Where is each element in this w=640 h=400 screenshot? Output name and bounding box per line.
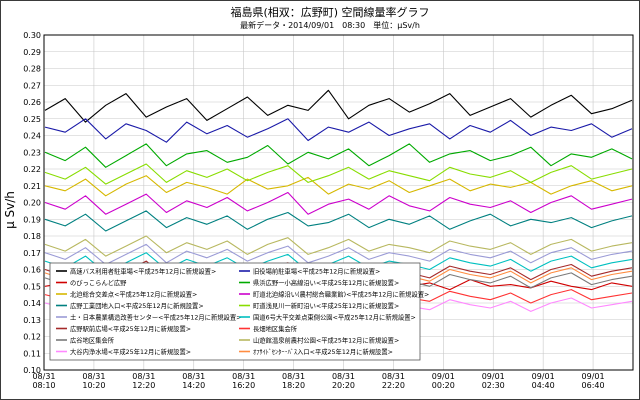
y-tick-label: 0.14 — [23, 299, 41, 308]
y-tick-label: 0.19 — [23, 215, 41, 224]
chart-title: 福島県(相双：広野町) 空間線量率グラフ — [230, 5, 429, 19]
series-line-8 — [44, 163, 633, 185]
y-tick-label: 0.15 — [23, 282, 41, 291]
y-tick-label: 0.16 — [23, 266, 41, 275]
y-tick-label: 0.30 — [23, 31, 41, 40]
y-tick-label: 0.11 — [23, 349, 41, 358]
legend-label: 広野駅前広場<平成25年12月に新規設置> — [70, 324, 191, 333]
x-tick-time: 12:20 — [132, 381, 155, 390]
x-tick-date: 09/01 — [582, 372, 605, 381]
x-tick-time: 16:20 — [232, 381, 255, 390]
legend-label: のびっこらんど広野 — [70, 278, 127, 287]
x-tick-labels: 08/3108:1008/3110:2008/3112:2008/3114:20… — [32, 372, 604, 390]
legend-label: 国道6号大平交差点東側公園<平成25年12月に新規設置> — [253, 312, 416, 321]
series-line-5 — [44, 175, 633, 197]
x-tick-date: 08/31 — [82, 372, 105, 381]
x-tick-date: 08/31 — [232, 372, 255, 381]
y-axis-label: μ Sv/h — [3, 191, 17, 229]
legend-label: ｵﾌｻｲﾄﾞｾﾝﾀｰ･ﾊﾞｽ入口<平成25年12月に新規設置> — [253, 347, 393, 356]
y-tick-label: 0.20 — [23, 199, 41, 208]
legend-label: 町道北迫線沿い(農村総合職業館)<平成25年12月に新規設置> — [253, 289, 429, 298]
x-tick-time: 22:20 — [382, 381, 405, 390]
legend-label: 北迫総合交差点<平成25年12月に新規設置> — [70, 289, 197, 298]
x-tick-time: 14:20 — [182, 381, 205, 390]
plot-area-border — [43, 34, 634, 371]
legend-label: 広野工業団地入口<平成25年12月に新規設置> — [70, 301, 204, 310]
x-tick-time: 06:40 — [582, 381, 605, 390]
y-tick-label: 0.24 — [23, 132, 41, 141]
x-tick-time: 02:30 — [482, 381, 505, 390]
legend-label: 広谷地区集会所 — [70, 335, 115, 344]
y-tick-label: 0.25 — [23, 115, 41, 124]
y-tick-label: 0.12 — [23, 333, 41, 342]
y-tick-label: 0.21 — [23, 182, 41, 191]
y-tick-label: 0.10 — [23, 366, 41, 375]
x-tick-time: 20:20 — [332, 381, 355, 390]
series-line-2 — [44, 118, 633, 143]
y-tick-label: 0.23 — [23, 148, 41, 157]
y-tick-labels: 0.10 0.11 0.12 0.13 0.14 0.15 0.16 0.17 0.18 0.19… — [23, 31, 41, 375]
legend-label: 高速バス利用者駐車場<平成25年12月に新規設置> — [70, 266, 216, 275]
x-tick-date: 08/31 — [332, 372, 355, 381]
legend-label: 町道浅見川一新町沿い<平成25年12月に新規設置> — [253, 301, 399, 310]
legend-label: 旧役場前駐車場<平成25年12月に新規設置> — [253, 266, 380, 275]
y-tick-label: 0.29 — [23, 48, 41, 57]
x-tick-time: 08:10 — [32, 381, 55, 390]
legend-label: 大谷内浄水場<平成25年12月に新規設置> — [70, 347, 191, 356]
legend-box — [49, 262, 421, 361]
x-tick-date: 09/01 — [482, 372, 505, 381]
legend: 高速バス利用者駐車場<平成25年12月に新規設置> 旧役場前駐車場<平成25年12… — [49, 262, 429, 361]
x-tick-date: 09/01 — [432, 372, 455, 381]
series-line-9 — [44, 243, 633, 266]
legend-label: 県浜広野一小高線沿い<平成25年12月に新規設置> — [253, 278, 399, 287]
legend-label: 土・日本農業構造改善センター<平成25年12月に新規設置> — [70, 312, 241, 321]
chart-subtitle: 最新データ・2014/09/01 08:30 単位：μSv/h — [240, 20, 420, 30]
x-tick-time: 04:40 — [532, 381, 555, 390]
x-tick-time: 10:20 — [82, 381, 105, 390]
x-tick-date: 08/31 — [132, 372, 155, 381]
y-tick-label: 0.26 — [23, 98, 41, 107]
series-line-14 — [44, 235, 633, 257]
series-line-6 — [44, 191, 633, 215]
x-tick-time: 00:20 — [432, 381, 455, 390]
series-line-4 — [44, 143, 633, 168]
legend-label: 長畑地区集会所 — [253, 324, 298, 333]
y-tick-label: 0.27 — [23, 81, 41, 90]
series-line-1 — [44, 89, 633, 123]
x-tick-date: 08/31 — [182, 372, 205, 381]
y-tick-label: 0.18 — [23, 232, 41, 241]
x-tick-date: 08/31 — [32, 372, 55, 381]
x-tick-time: 18:20 — [282, 381, 305, 390]
x-tick-date: 08/31 — [282, 372, 305, 381]
y-tick-label: 0.22 — [23, 165, 41, 174]
x-tick-date: 09/01 — [532, 372, 555, 381]
series-line-10 — [44, 252, 633, 274]
x-tick-date: 08/31 — [382, 372, 405, 381]
y-tick-label: 0.28 — [23, 65, 41, 74]
y-tick-label: 0.17 — [23, 249, 41, 258]
y-tick-label: 0.13 — [23, 316, 41, 325]
series-line-7 — [44, 210, 633, 232]
legend-label: 山遊館温泉前農村公園<平成25年12月に新規設置> — [253, 335, 399, 344]
